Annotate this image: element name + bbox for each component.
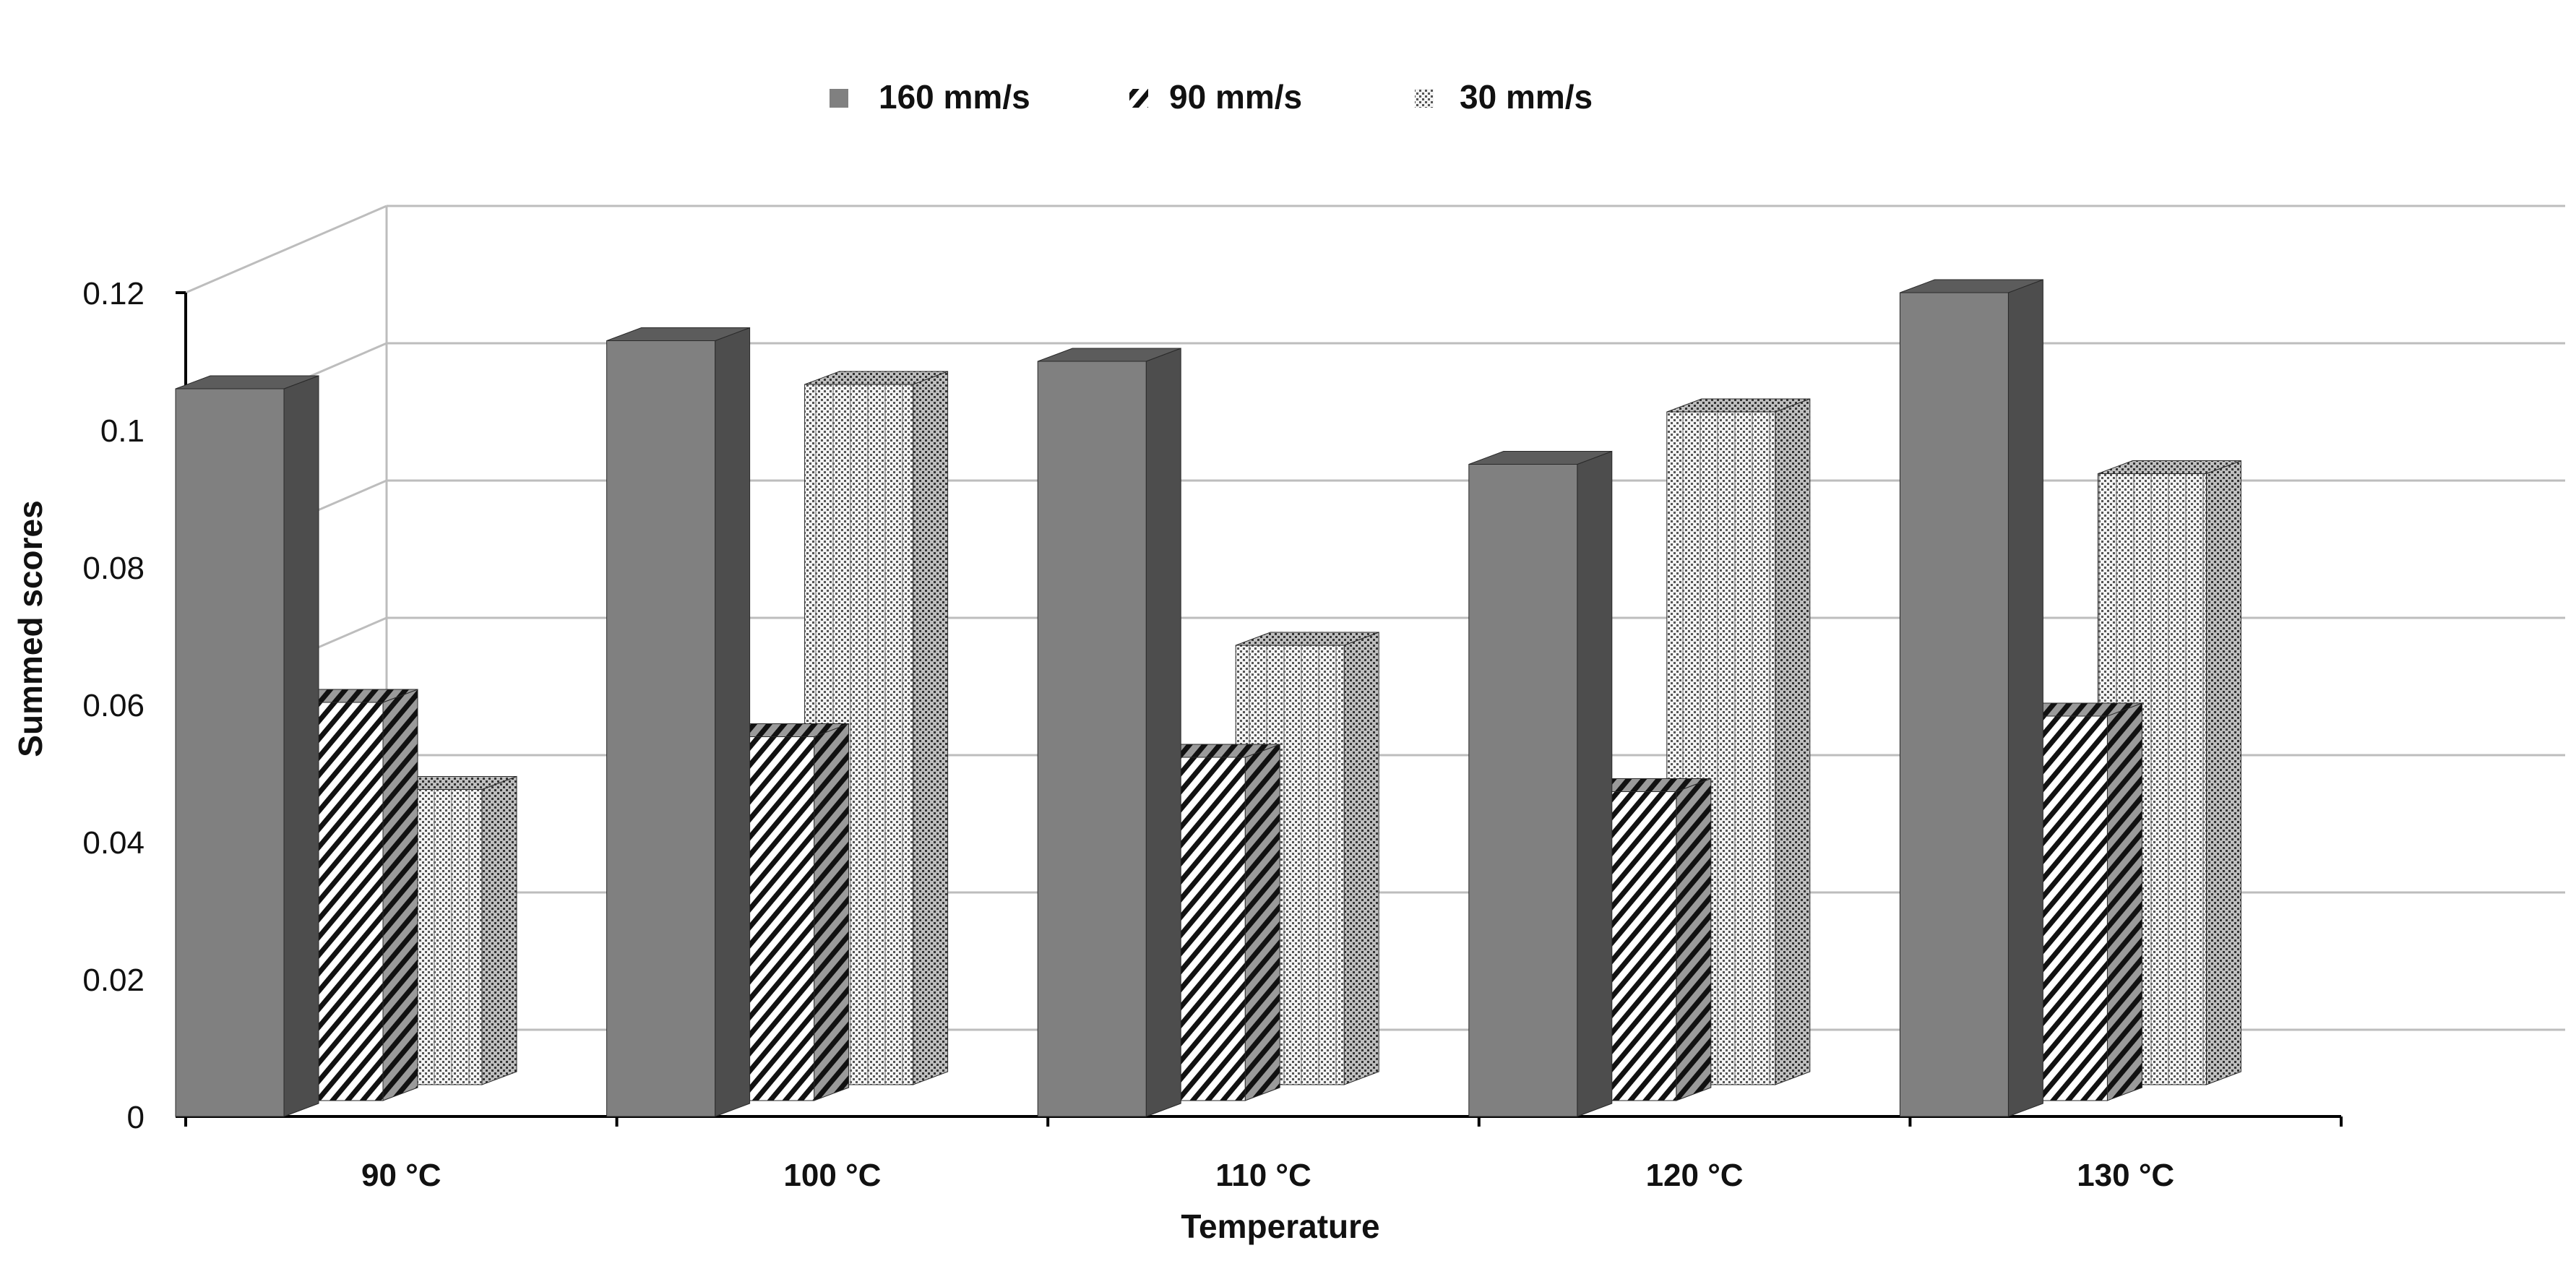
bar-side	[283, 375, 319, 1117]
bar	[606, 327, 751, 1117]
bars-layer	[175, 279, 2241, 1117]
legend-label-90: 90 mm/s	[1169, 78, 1302, 116]
legend-swatch-160	[830, 89, 848, 108]
y-tick-label: 0	[127, 1100, 145, 1135]
x-category-label: 130 °C	[2077, 1158, 2174, 1193]
bar-front	[175, 388, 285, 1117]
bar	[1037, 348, 1181, 1117]
bar-front	[1037, 361, 1147, 1117]
legend-swatch-90	[1129, 89, 1148, 108]
y-tick-label: 0.1	[100, 413, 145, 449]
bar-side	[715, 327, 751, 1117]
bar-side	[814, 723, 850, 1101]
x-category-label: 100 °C	[783, 1158, 881, 1193]
bar	[1468, 450, 1613, 1117]
bar	[1666, 398, 1811, 1085]
bar-side	[382, 689, 418, 1101]
y-tick-label: 0.12	[82, 276, 145, 311]
y-tick-labels: 0 0.02 0.04 0.06 0.08 0.1 0.12	[82, 276, 145, 1135]
bar	[175, 375, 319, 1117]
bar-front	[606, 340, 716, 1117]
x-category-label: 110 °C	[1215, 1158, 1311, 1193]
y-tick-label: 0.04	[82, 825, 145, 861]
legend-label-30: 30 mm/s	[1460, 78, 1593, 116]
y-tick-label: 0.08	[82, 551, 145, 586]
legend-swatch-30	[1415, 89, 1434, 108]
legend-label-160: 160 mm/s	[879, 78, 1030, 116]
x-category-label: 90 °C	[361, 1158, 441, 1193]
x-axis-title: Temperature	[1181, 1208, 1379, 1245]
bar-side	[2106, 702, 2142, 1101]
bar-side	[481, 775, 517, 1085]
bar-side	[1145, 348, 1181, 1117]
y-tick-label: 0.06	[82, 688, 145, 723]
y-axis-title: Summed scores	[12, 500, 49, 757]
y-tick-label: 0.02	[82, 963, 145, 998]
bar-side	[913, 371, 949, 1085]
bar-front	[1468, 464, 1578, 1117]
bar-side	[1676, 778, 1712, 1101]
bar-front	[1899, 292, 2009, 1117]
bar-side	[1577, 450, 1613, 1117]
x-tick-labels: 90 °C 100 °C 110 °C 120 °C 130 °C	[361, 1158, 2174, 1193]
bar-side	[1244, 744, 1280, 1101]
bar-side	[2007, 279, 2043, 1117]
bar-side	[2205, 460, 2241, 1085]
bar	[1899, 279, 2043, 1117]
legend: 160 mm/s 90 mm/s 30 mm/s	[830, 78, 1593, 116]
bar-side	[1343, 632, 1379, 1085]
bar-side	[1775, 398, 1811, 1085]
gridline-side	[185, 205, 387, 294]
x-category-label: 120 °C	[1646, 1158, 1744, 1193]
